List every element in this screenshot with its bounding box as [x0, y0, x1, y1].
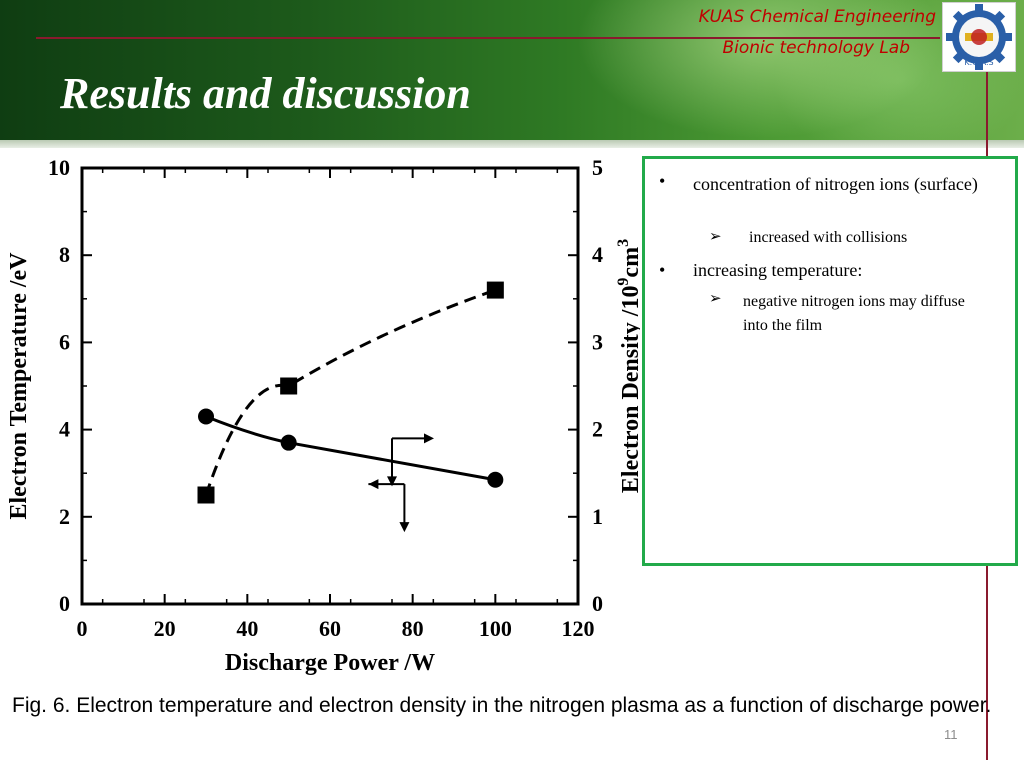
temperature-point: [280, 434, 297, 451]
series-density-line: [204, 288, 496, 496]
y-left-tick-label: 6: [59, 329, 70, 354]
y-left-tick-label: 2: [59, 504, 70, 529]
y-left-axis-label: Electron Temperature /eV: [6, 252, 32, 520]
x-tick-label: 40: [236, 616, 258, 641]
density-point: [486, 281, 504, 299]
indicator-arrowhead-down: [399, 522, 410, 533]
y-right-tick-label: 4: [592, 242, 603, 267]
sub-item-diffuse: negative nitrogen ions may diffuse into …: [743, 293, 965, 334]
x-tick-label: 0: [77, 616, 88, 641]
lab-name: KUAS Chemical Engineering: [698, 7, 936, 27]
y-right-tick-label: 0: [592, 591, 603, 616]
figure-caption: Fig. 6. Electron temperature and electro…: [12, 694, 992, 717]
y-right-tick-label: 5: [592, 155, 603, 180]
y-left-tick-label: 4: [59, 417, 70, 442]
density-point: [197, 486, 215, 504]
temperature-point: [487, 471, 504, 488]
y-right-axis-label: Electron Density /109cm3: [615, 239, 640, 493]
arrow-bullet-icon: ➢: [709, 229, 722, 245]
density-point: [280, 377, 298, 395]
university-logo: K.U.A.S: [942, 2, 1016, 72]
indicator-arrowhead-right: [424, 433, 434, 444]
slide-title: Results and discussion: [60, 69, 471, 118]
y-right-tick-label: 3: [592, 329, 603, 354]
banner-divider: [0, 140, 1024, 148]
page-number: 11: [944, 727, 958, 742]
notes-box: • concentration of nitrogen ions (surfac…: [642, 156, 1018, 566]
x-tick-label: 20: [154, 616, 176, 641]
bullet-dot: •: [659, 171, 666, 191]
gear-logo-icon: K.U.A.S: [946, 4, 1012, 70]
y-right-tick-label: 1: [592, 504, 603, 529]
x-axis-label: Discharge Power /W: [225, 650, 435, 676]
sub-item-collisions: increased with collisions: [749, 229, 908, 246]
x-tick-label: 80: [402, 616, 424, 641]
bullet-item-temperature: increasing temperature:: [693, 260, 863, 280]
bullet-dot: •: [659, 260, 666, 280]
y-right-tick-label: 2: [592, 417, 603, 442]
y-left-tick-label: 10: [48, 155, 70, 180]
bullet-item-nitrogen-ions: concentration of nitrogen ions (surface): [693, 174, 978, 194]
header-banner: [0, 0, 1024, 140]
temperature-point: [198, 408, 214, 425]
x-tick-label: 60: [319, 616, 341, 641]
y-left-tick-label: 0: [59, 591, 70, 616]
x-tick-label: 120: [562, 616, 595, 641]
plot-frame: [80, 166, 580, 606]
arrow-bullet-icon: ➢: [709, 291, 722, 307]
x-tick-label: 100: [479, 616, 512, 641]
y-left-tick-label: 8: [59, 242, 70, 267]
logo-text: K.U.A.S: [964, 58, 993, 67]
series-temperature-line: [205, 415, 496, 482]
indicator-arrowhead-left: [368, 479, 379, 490]
lab-subtitle: Bionic technology Lab: [722, 38, 910, 58]
indicator-arrowhead-down: [387, 476, 397, 487]
header-accent-line: [36, 37, 940, 39]
